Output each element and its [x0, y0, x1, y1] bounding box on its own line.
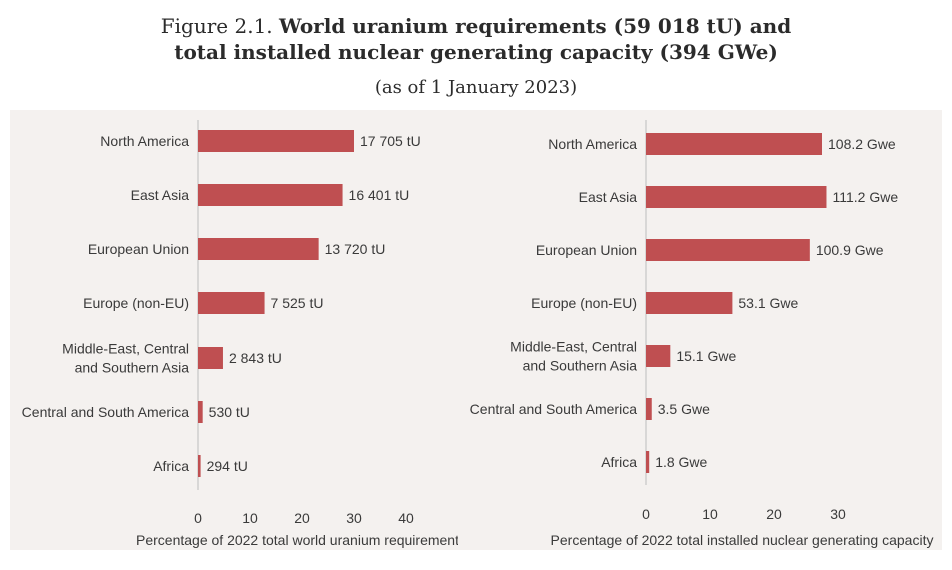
chart2-data-label: 1.8 Gwe: [655, 454, 707, 470]
chart2-bar: [646, 345, 671, 367]
chart1-bar: [198, 401, 203, 423]
chart1-category-label: European Union: [88, 241, 189, 257]
chart2-data-label: 53.1 Gwe: [738, 295, 798, 311]
chart2-x-axis-label: Percentage of 2022 total installed nucle…: [551, 532, 934, 548]
chart1-tick-label: 0: [194, 510, 202, 526]
chart2-category-label: Middle-East, Central: [510, 339, 637, 355]
chart1-bar: [198, 455, 201, 477]
chart1-category-label: Central and South America: [22, 404, 190, 420]
chart2-panel: [458, 110, 942, 550]
chart1-data-label: 13 720 tU: [325, 241, 386, 257]
chart2-tick-label: 30: [830, 506, 846, 522]
chart1-bar: [198, 347, 223, 369]
chart2-category-label: and Southern Asia: [523, 358, 638, 374]
chart1-bar: [198, 238, 319, 260]
chart1-data-label: 2 843 tU: [229, 350, 282, 366]
chart2-tick-label: 0: [642, 506, 650, 522]
chart2-category-label: East Asia: [579, 189, 638, 205]
chart2-category-label: Europe (non-EU): [531, 295, 637, 311]
chart-title-line1: Figure 2.1. World uranium requirements (…: [0, 14, 952, 38]
chart2-category-label: Africa: [601, 454, 637, 470]
chart1-data-label: 16 401 tU: [349, 187, 410, 203]
title-bold: World uranium requirements (59 018 tU) a…: [279, 14, 792, 38]
chart1-tick-label: 40: [398, 510, 414, 526]
chart2-category-label: European Union: [536, 242, 637, 258]
chart1-category-label: Europe (non-EU): [83, 295, 189, 311]
chart1-bar: [198, 184, 343, 206]
chart2-category-label: North America: [548, 136, 637, 152]
chart1-data-label: 294 tU: [207, 458, 248, 474]
chart2-bar: [646, 133, 822, 155]
chart2-data-label: 108.2 Gwe: [828, 136, 896, 152]
chart1-bar: [198, 292, 265, 314]
chart-title-line2: total installed nuclear generating capac…: [174, 40, 778, 64]
chart1-category-label: East Asia: [131, 187, 190, 203]
chart1-tick-label: 30: [346, 510, 362, 526]
chart1-panel: [10, 110, 468, 550]
chart1-tick-label: 10: [242, 510, 258, 526]
chart2-tick-label: 20: [766, 506, 782, 522]
chart2-data-label: 111.2 Gwe: [832, 189, 898, 205]
chart2-bar: [646, 292, 733, 314]
chart2-data-label: 15.1 Gwe: [676, 348, 736, 364]
chart2-category-label: Central and South America: [470, 401, 638, 417]
chart2-bar: [646, 186, 827, 208]
chart1-category-label: and Southern Asia: [75, 360, 190, 376]
chart2-bar: [646, 451, 650, 473]
figure-label: Figure 2.1.: [160, 14, 273, 38]
chart2-data-label: 3.5 Gwe: [658, 401, 710, 417]
chart1-data-label: 17 705 tU: [360, 133, 421, 149]
chart2-bar: [646, 239, 810, 261]
chart1-data-label: 7 525 tU: [271, 295, 324, 311]
chart-subtitle: (as of 1 January 2023): [374, 77, 578, 98]
chart2-data-label: 100.9 Gwe: [816, 242, 884, 258]
chart1-category-label: Africa: [153, 458, 189, 474]
chart1-category-label: Middle-East, Central: [62, 341, 189, 357]
chart1-category-label: North America: [100, 133, 189, 149]
chart2-bar: [646, 398, 652, 420]
chart2-tick-label: 10: [702, 506, 718, 522]
chart1-tick-label: 20: [294, 510, 310, 526]
chart1-x-axis-label: Percentage of 2022 total world uranium r…: [136, 532, 466, 548]
chart1-bar: [198, 130, 354, 152]
chart1-data-label: 530 tU: [209, 404, 250, 420]
